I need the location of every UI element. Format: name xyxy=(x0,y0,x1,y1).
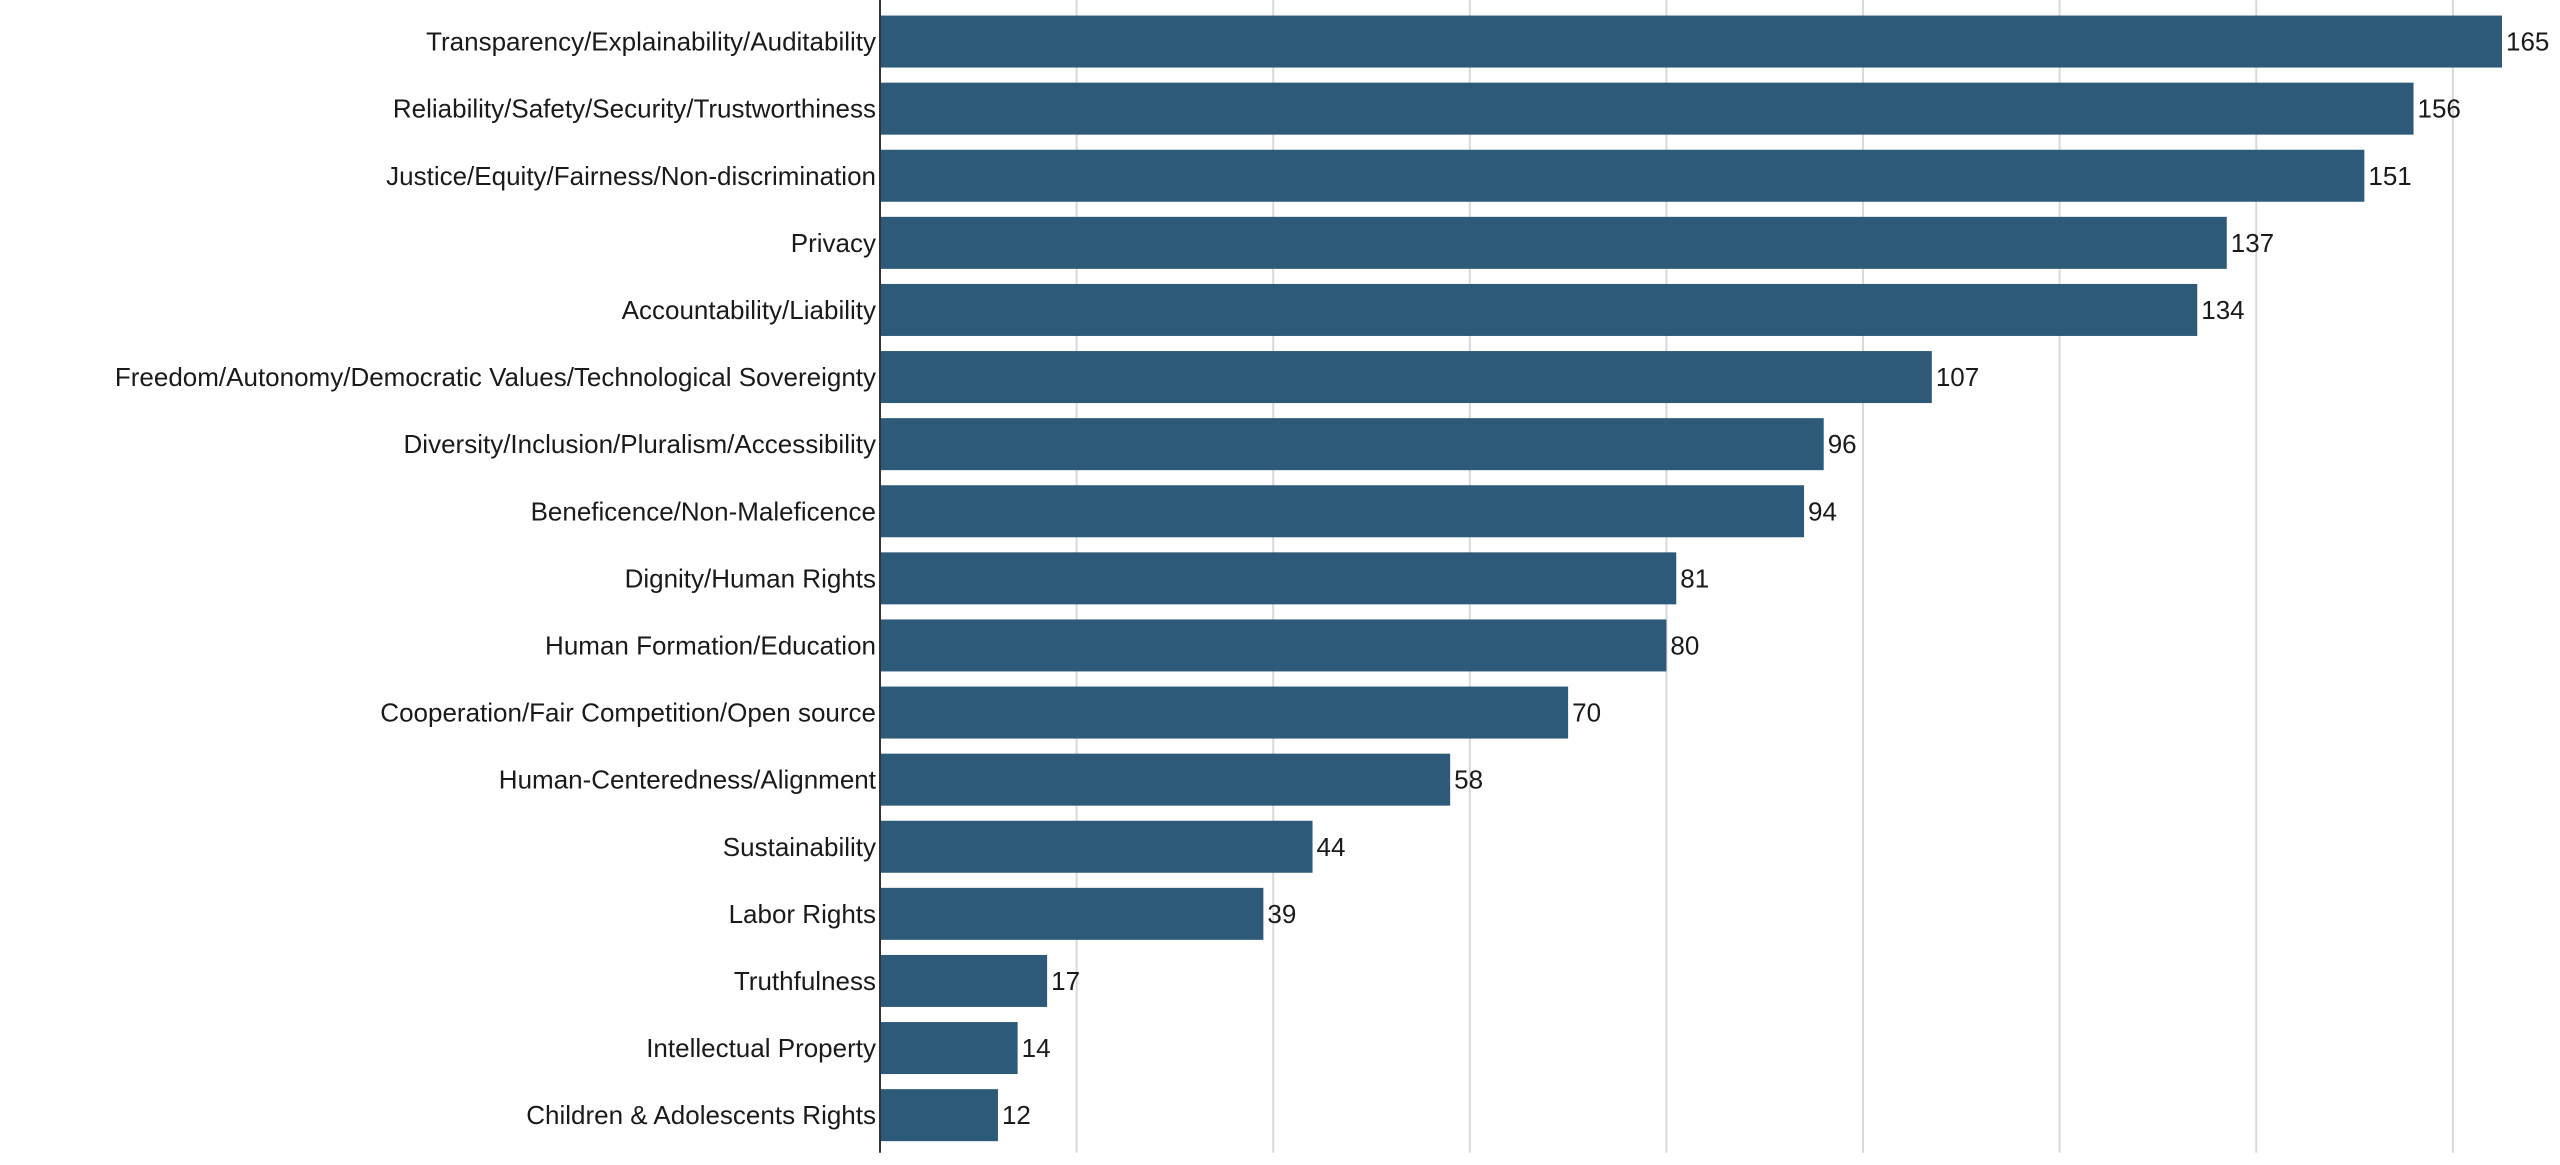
category-label: Children & Adolescents Rights xyxy=(526,1100,876,1130)
value-label: 151 xyxy=(2368,161,2411,191)
bar xyxy=(880,216,2227,269)
bar xyxy=(880,1089,998,1142)
bar xyxy=(880,820,1313,873)
category-label: Sustainability xyxy=(723,832,876,862)
category-label: Privacy xyxy=(791,228,876,258)
value-label: 70 xyxy=(1572,698,1601,728)
value-label: 137 xyxy=(2231,228,2274,258)
category-label: Reliability/Safety/Security/Trustworthin… xyxy=(393,94,876,124)
x-tick-label: 0 xyxy=(873,1161,887,1165)
bar xyxy=(880,619,1667,672)
category-label: Intellectual Property xyxy=(646,1033,876,1063)
bar xyxy=(880,82,2414,135)
x-tick-label: 40 xyxy=(1259,1161,1288,1165)
bar xyxy=(880,15,2502,68)
category-label: Labor Rights xyxy=(729,899,876,929)
x-tick-label: 160 xyxy=(2431,1161,2474,1165)
value-label: 134 xyxy=(2201,295,2244,325)
bar xyxy=(880,485,1805,538)
bar xyxy=(880,351,1932,404)
category-label: Accountability/Liability xyxy=(622,295,876,325)
value-label: 94 xyxy=(1808,496,1837,526)
x-tick-label: 140 xyxy=(2235,1161,2278,1165)
category-label: Justice/Equity/Fairness/Non-discriminati… xyxy=(386,161,876,191)
value-labels: 165 156 151 137 134 107 96 94 81 80 70 58 44 39 17 14 12 xyxy=(1002,27,2549,1131)
bar xyxy=(880,283,2198,336)
x-tick-label: 60 xyxy=(1455,1161,1484,1165)
x-tick-label: 100 xyxy=(1841,1161,1884,1165)
value-label: 80 xyxy=(1670,630,1699,660)
bar xyxy=(880,418,1824,471)
x-tick-label: 80 xyxy=(1652,1161,1681,1165)
category-label: Diversity/Inclusion/Pluralism/Accessibil… xyxy=(404,429,876,459)
bar xyxy=(880,1022,1018,1075)
bar xyxy=(880,552,1677,605)
category-label: Transparency/Explainability/Auditability xyxy=(426,27,876,57)
x-axis-ticks: 0 20 40 60 80 100 120 140 160 xyxy=(873,1161,2475,1165)
value-label: 96 xyxy=(1828,429,1857,459)
value-label: 14 xyxy=(1022,1033,1051,1063)
bar xyxy=(880,149,2365,202)
category-label: Freedom/Autonomy/Democratic Values/Techn… xyxy=(115,362,876,392)
value-label: 58 xyxy=(1454,765,1483,795)
value-label: 165 xyxy=(2506,27,2549,57)
category-label: Dignity/Human Rights xyxy=(625,563,876,593)
category-labels: Transparency/Explainability/Auditability… xyxy=(115,27,877,1131)
value-label: 17 xyxy=(1051,966,1080,996)
value-label: 107 xyxy=(1936,362,1979,392)
value-label: 156 xyxy=(2418,94,2461,124)
bar xyxy=(880,686,1569,739)
category-label: Human-Centeredness/Alignment xyxy=(499,765,877,795)
value-label: 12 xyxy=(1002,1100,1031,1130)
bars xyxy=(880,15,2502,1142)
value-label: 39 xyxy=(1267,899,1296,929)
category-label: Truthfulness xyxy=(734,966,876,996)
value-label: 81 xyxy=(1680,563,1709,593)
category-label: Beneficence/Non-Maleficence xyxy=(531,496,876,526)
value-label: 44 xyxy=(1317,832,1346,862)
category-label: Cooperation/Fair Competition/Open source xyxy=(380,698,876,728)
bar xyxy=(880,954,1048,1007)
x-tick-label: 20 xyxy=(1062,1161,1091,1165)
bar xyxy=(880,887,1264,940)
bar xyxy=(880,753,1451,806)
x-tick-label: 120 xyxy=(2038,1161,2081,1165)
category-label: Human Formation/Education xyxy=(545,630,876,660)
